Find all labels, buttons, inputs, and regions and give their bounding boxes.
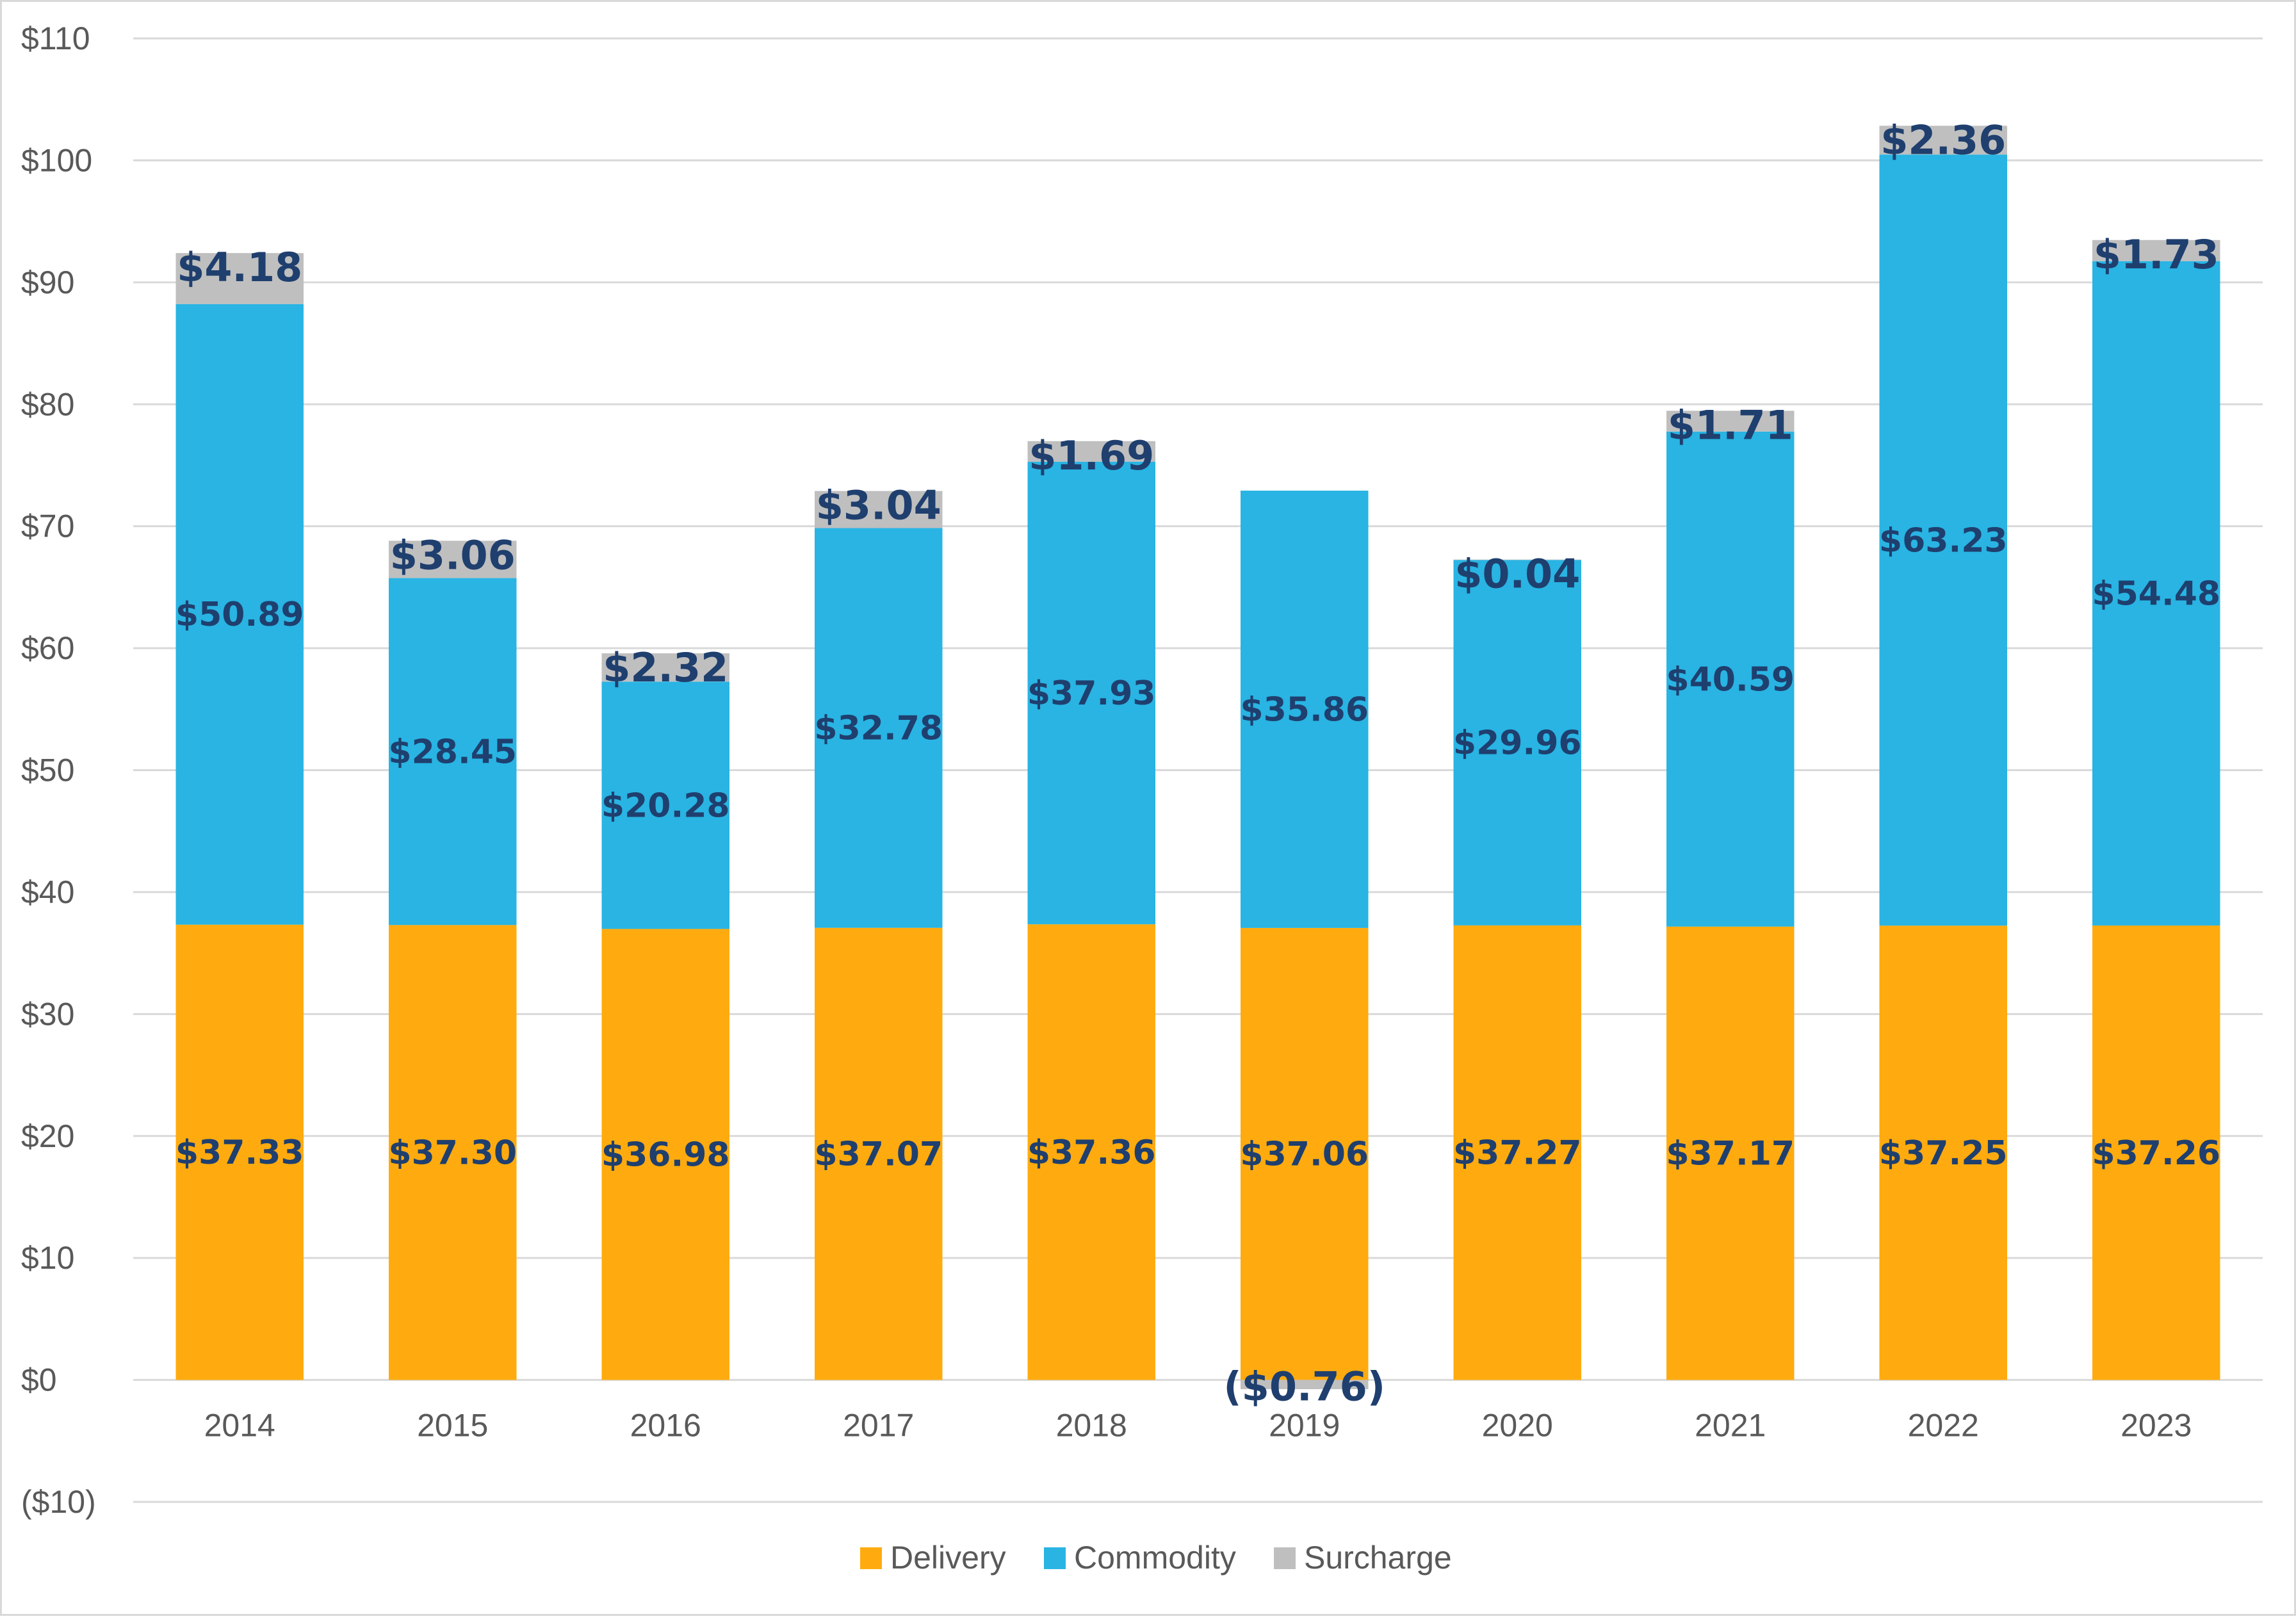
bar-commodity-2018: [1027, 461, 1155, 925]
bar-commodity-2022: [1879, 154, 2007, 926]
bar-commodity-2019: [1241, 491, 1369, 928]
data-label-surcharge-2017: $3.04: [816, 482, 941, 529]
bar-surcharge-2021: [1666, 411, 1795, 432]
legend-label-surcharge: Surcharge: [1304, 1540, 1452, 1576]
data-label-surcharge-2018: $1.69: [1029, 432, 1154, 479]
y-tick-label: $50: [21, 753, 74, 788]
bars: [175, 126, 2220, 1390]
data-label-commodity-2020: $29.96: [1453, 724, 1582, 763]
bar-delivery-2023: [2092, 925, 2220, 1380]
data-label-surcharge-2022: $2.36: [1880, 117, 2006, 163]
data-label-commodity-2021: $40.59: [1666, 660, 1795, 699]
bar-surcharge-2019: [1241, 1380, 1369, 1390]
data-label-delivery-2018: $37.36: [1027, 1134, 1156, 1172]
bar-commodity-2023: [2092, 261, 2220, 926]
bar-commodity-2017: [815, 528, 943, 928]
bar-surcharge-2022: [1879, 126, 2007, 155]
y-tick-label: $70: [21, 509, 74, 544]
legend-swatch-surcharge: [1274, 1547, 1296, 1569]
data-label-surcharge-2019: ($0.76): [1223, 1364, 1385, 1410]
bar-delivery-2021: [1666, 926, 1795, 1380]
bar-surcharge-2018: [1027, 441, 1155, 462]
data-label-commodity-2017: $32.78: [814, 710, 943, 748]
data-label-surcharge-2016: $2.32: [603, 644, 728, 691]
bar-delivery-2022: [1879, 925, 2007, 1380]
y-axis-ticks: ($10) $0 $10 $20 $30 $40 $50 $60 $70 $80 $90 $100 $1…: [21, 20, 96, 1520]
data-label-commodity-2016: $20.28: [601, 786, 730, 825]
bar-commodity-2014: [175, 304, 304, 925]
data-label-surcharge-2021: $1.71: [1668, 402, 1793, 448]
legend-swatch-delivery: [860, 1547, 882, 1569]
bar-delivery-2015: [389, 925, 517, 1380]
bar-commodity-2016: [601, 681, 729, 929]
x-tick-label: 2018: [1056, 1408, 1127, 1444]
legend-swatch-commodity: [1044, 1547, 1066, 1569]
x-tick-label: 2015: [417, 1408, 488, 1444]
data-label-delivery-2017: $37.07: [814, 1136, 943, 1174]
bar-delivery-2016: [601, 929, 729, 1380]
bar-delivery-2017: [815, 927, 943, 1380]
y-tick-label: $20: [21, 1118, 74, 1154]
y-tick-label: $80: [21, 386, 74, 422]
bar-commodity-2021: [1666, 431, 1795, 927]
data-label-surcharge-2020: $0.04: [1454, 551, 1580, 598]
data-label-delivery-2014: $37.33: [175, 1134, 304, 1172]
data-label-commodity-2015: $28.45: [388, 733, 517, 771]
x-axis-ticks: 2014 2015 2016 2017 2018 2019 2020 2021 2022 2023: [204, 1408, 2192, 1444]
y-tick-label: ($10): [21, 1484, 96, 1520]
data-label-surcharge-2023: $1.73: [2094, 231, 2219, 278]
bar-surcharge-2014: [175, 253, 304, 304]
data-label-delivery-2022: $37.25: [1879, 1134, 2008, 1173]
bar-surcharge-2015: [389, 541, 517, 578]
bar-surcharge-2017: [815, 491, 943, 528]
x-tick-label: 2014: [204, 1408, 275, 1444]
y-tick-label: $40: [21, 874, 74, 910]
legend-label-delivery: Delivery: [890, 1540, 1006, 1576]
bar-commodity-2020: [1453, 560, 1581, 925]
data-label-surcharge-2015: $3.06: [390, 532, 516, 578]
x-tick-label: 2016: [630, 1408, 701, 1444]
data-label-surcharge-2014: $4.18: [177, 244, 302, 291]
y-tick-label: $60: [21, 630, 74, 666]
data-label-commodity-2023: $54.48: [2092, 574, 2220, 613]
bar-delivery-2018: [1027, 924, 1155, 1380]
y-tick-label: $30: [21, 996, 74, 1032]
bar-delivery-2019: [1241, 927, 1369, 1380]
x-tick-label: 2022: [1908, 1408, 1979, 1444]
data-labels: $37.33 $50.89 $4.18 $37.30 $28.45 $3.06 $36.98…: [175, 117, 2220, 1410]
y-tick-label: $10: [21, 1240, 74, 1276]
data-label-delivery-2015: $37.30: [388, 1134, 517, 1172]
x-tick-label: 2019: [1269, 1408, 1340, 1444]
data-label-commodity-2014: $50.89: [175, 596, 304, 634]
bar-surcharge-2016: [601, 653, 729, 682]
legend: Delivery Commodity Surcharge: [860, 1540, 1452, 1576]
data-label-commodity-2018: $37.93: [1027, 674, 1156, 713]
y-tick-label: $110: [21, 20, 90, 56]
bar-surcharge-2023: [2092, 240, 2220, 261]
x-tick-label: 2017: [843, 1408, 914, 1444]
data-label-delivery-2016: $36.98: [601, 1136, 730, 1175]
data-label-delivery-2019: $37.06: [1240, 1136, 1369, 1174]
y-tick-label: $100: [21, 142, 92, 178]
data-label-delivery-2021: $37.17: [1666, 1135, 1795, 1173]
bar-commodity-2015: [389, 578, 517, 925]
x-tick-label: 2021: [1695, 1408, 1766, 1444]
legend-label-commodity: Commodity: [1074, 1540, 1236, 1576]
bar-delivery-2014: [175, 924, 304, 1380]
bar-delivery-2020: [1453, 925, 1581, 1380]
data-label-commodity-2019: $35.86: [1240, 690, 1369, 729]
x-tick-label: 2023: [2121, 1408, 2192, 1444]
y-tick-label: $90: [21, 265, 74, 300]
y-tick-label: $0: [21, 1362, 57, 1398]
data-label-delivery-2020: $37.27: [1453, 1134, 1582, 1173]
data-label-delivery-2023: $37.26: [2092, 1134, 2220, 1173]
x-tick-label: 2020: [1482, 1408, 1553, 1444]
data-label-commodity-2022: $63.23: [1879, 521, 2008, 560]
